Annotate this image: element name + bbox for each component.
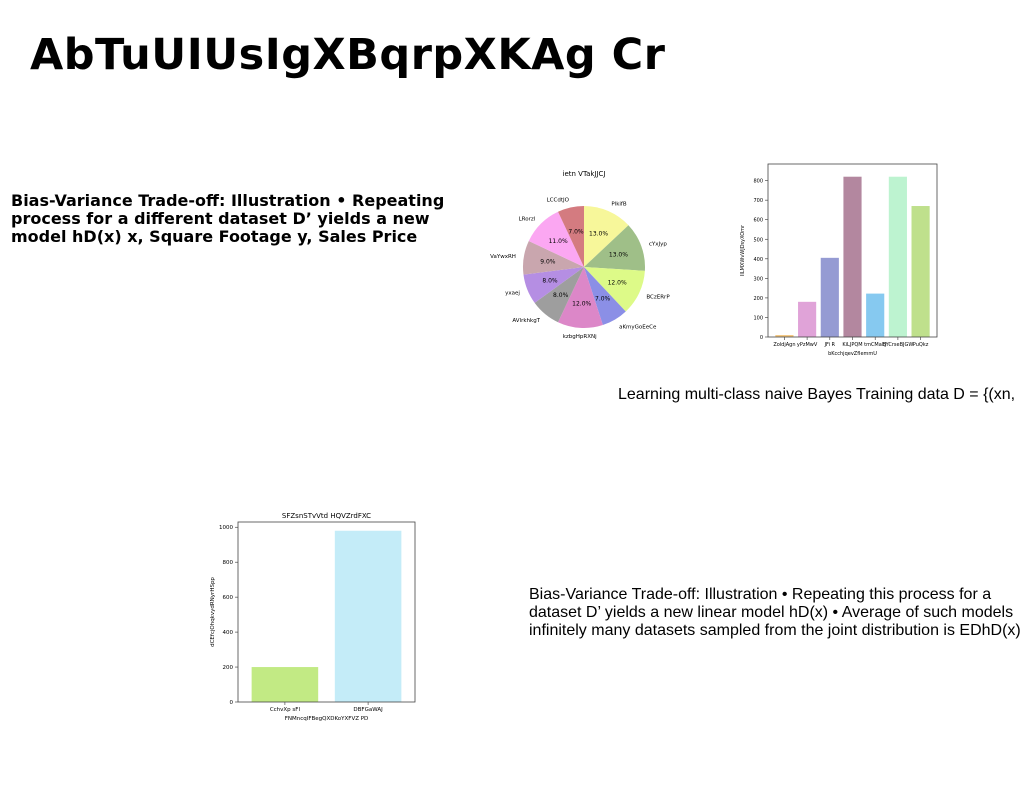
- pie-slice: [528, 211, 584, 267]
- bar: [866, 293, 885, 337]
- y-tick-label: 200: [753, 296, 763, 302]
- pie-value-label: 9.0%: [540, 258, 556, 265]
- pie-slice: [584, 206, 629, 267]
- y-tick-label: 800: [753, 179, 763, 185]
- x-axis-label: FNMncqIFBegQXDKoYXFVZ PD: [285, 716, 369, 722]
- bar-chart-title: SFZsnSTvVtd HQVZrdFXC: [282, 512, 371, 520]
- pie-slice: [584, 267, 645, 312]
- pie-category-label: aKmyGoEeCe: [619, 324, 657, 330]
- pie-slice: [584, 225, 645, 271]
- pie-category-label: LCCdtJO: [547, 198, 570, 204]
- pie-value-label: 7.0%: [595, 296, 611, 303]
- bias-variance-text-1: Bias-Variance Trade-off: Illustration • …: [11, 191, 445, 246]
- pie-value-label: 12.0%: [608, 280, 627, 287]
- bar: [251, 667, 319, 702]
- slide-title: AbTuUIUsIgXBqrpXKAg Cr: [30, 30, 666, 80]
- pie-category-label: kzbgHpRXNj: [563, 334, 597, 340]
- pie-slice: [534, 267, 584, 323]
- pie-value-label: 8.0%: [553, 292, 569, 299]
- pie-value-label: 13.0%: [589, 230, 608, 237]
- pie-category-label: yxaej: [505, 290, 520, 296]
- y-tick-label: 300: [753, 276, 763, 282]
- y-tick-label: 0: [760, 335, 763, 341]
- y-tick-label: 200: [223, 665, 234, 671]
- plot-frame: [237, 521, 416, 703]
- plot-frame: [767, 163, 938, 338]
- pie-value-label: 12.0%: [572, 301, 591, 308]
- x-tick-label: ZoldjAgn: [773, 342, 795, 348]
- pie-slice: [558, 206, 584, 267]
- x-tick-label: BYCrseBJGW: [882, 342, 913, 348]
- y-tick-label: 0: [230, 700, 234, 706]
- bar: [798, 301, 817, 337]
- bar-chart-top: 0 100 200 300 400 500 600 700 800 ZoldjAgn yPzMwV J…: [740, 163, 938, 357]
- y-tick-label: 600: [223, 595, 234, 601]
- naive-bayes-text: Learning multi-class naive Bayes Trainin…: [618, 386, 1016, 403]
- pie-category-label: LRorzl: [519, 216, 536, 222]
- x-tick-label: JFi R: [824, 342, 836, 348]
- bar: [843, 176, 862, 337]
- y-tick-label: 400: [223, 630, 234, 636]
- bar: [334, 530, 402, 702]
- bar: [911, 206, 930, 337]
- bar: [888, 176, 907, 337]
- x-axis-label: bKcchjqevZfIemmU: [828, 351, 877, 357]
- pie-chart: ietn VTakJJCJ 13.0% PlkifB 13.0% cYxJyp 12.0%…: [490, 170, 670, 340]
- bar: [820, 257, 839, 337]
- y-axis-label: dCEfcjOhqkvydRNyrHSpp: [210, 577, 216, 647]
- x-tick-label: DBFGaWAJ: [353, 707, 383, 713]
- x-tick-label: CchvXp sFl: [270, 707, 301, 713]
- pie-category-label: BCzERrP: [646, 294, 670, 300]
- y-tick-label: 400: [753, 257, 763, 263]
- y-tick-label: 500: [753, 237, 763, 243]
- pie-category-label: PlkifB: [611, 202, 626, 208]
- y-tick-label: 1000: [219, 525, 233, 531]
- pie-category-label: AVlrkhkgT: [512, 318, 540, 324]
- y-tick-label: 700: [753, 198, 763, 204]
- pie-category-label: VaYwxRH: [490, 254, 516, 260]
- x-tick-label: yPzMwV: [797, 342, 818, 348]
- pie-value-label: 7.0%: [568, 228, 584, 235]
- x-tick-label: KiLJPQM: [842, 342, 862, 348]
- x-tick-label: PuQkz: [913, 342, 929, 348]
- y-tick-label: 600: [753, 218, 763, 224]
- pie-value-label: 8.0%: [542, 277, 558, 284]
- y-tick-label: 800: [223, 560, 234, 566]
- pie-value-label: 11.0%: [549, 238, 568, 245]
- y-tick-label: 100: [753, 315, 763, 321]
- pie-slice: [584, 267, 626, 326]
- pie-slice: [558, 267, 603, 328]
- bar: [775, 335, 794, 337]
- x-tick-label: tmCMal J: [864, 342, 886, 348]
- pie-value-label: 13.0%: [609, 252, 628, 259]
- pie-category-label: cYxJyp: [649, 242, 668, 248]
- pie-title: ietn VTakJJCJ: [563, 170, 606, 178]
- pie-slice: [523, 267, 584, 303]
- pie-slice: [523, 241, 584, 275]
- y-axis-label: IILMXWvWJDsyXOmr: [740, 224, 746, 276]
- bar-chart-bottom: SFZsnSTvVtd HQVZrdFXC 0 200 400 600 800 1000 Cc…: [210, 512, 416, 722]
- bias-variance-text-2: Bias-Variance Trade-off: Illustration • …: [529, 586, 1021, 639]
